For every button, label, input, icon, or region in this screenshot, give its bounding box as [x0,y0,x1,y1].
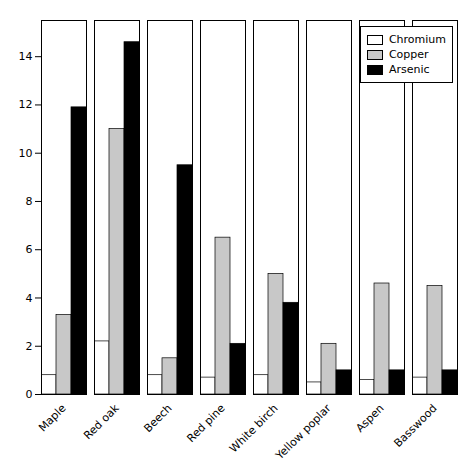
html-text:Chromium: Chromium [388,33,446,46]
svg-text:Basswood: Basswood [391,402,439,450]
svg-text:Red oak: Red oak [81,401,122,442]
svg-text:Aspen: Aspen [353,402,386,435]
svg-text:6: 6 [26,243,33,256]
svg-text:Red pine: Red pine [184,402,227,445]
svg-text:8: 8 [26,195,33,208]
svg-text:Yellow poplar: Yellow poplar [273,401,334,462]
svg-text:Beech: Beech [141,402,174,435]
svg-text:Maple: Maple [36,402,69,435]
svg-text:10: 10 [19,147,33,160]
svg-text:12: 12 [19,98,33,111]
svg-text:2: 2 [26,340,33,353]
svg-text:14: 14 [19,50,33,63]
html-text:Arsenic: Arsenic [388,63,430,76]
svg-text:0: 0 [26,388,33,401]
html-text:Copper: Copper [388,48,429,61]
svg-text:4: 4 [26,292,33,305]
svg-text:White birch: White birch [227,402,281,456]
